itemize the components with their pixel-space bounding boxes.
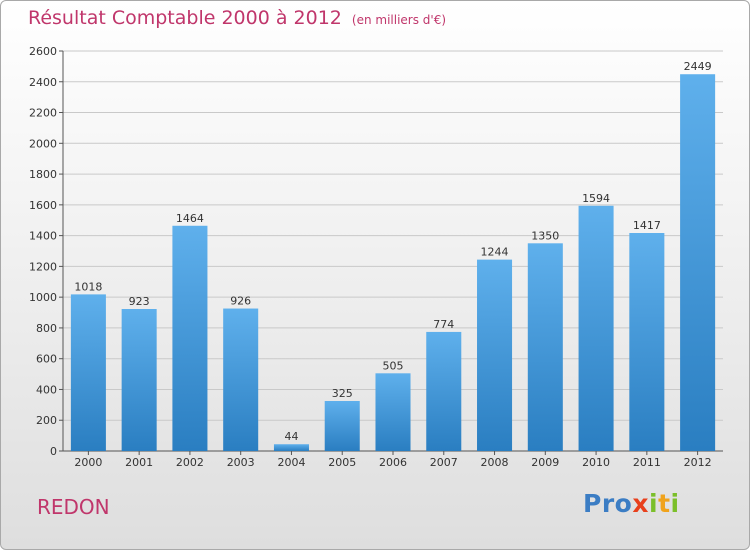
logo-letter: i: [649, 489, 659, 518]
logo-letter: r: [601, 489, 615, 518]
y-tick-label: 1400: [29, 230, 57, 243]
x-tick-label: 2010: [582, 456, 610, 469]
bar: [121, 309, 157, 451]
y-tick-label: 600: [36, 353, 57, 366]
y-tick-label: 1600: [29, 199, 57, 212]
data-label: 926: [230, 295, 251, 308]
logo-letter: i: [670, 489, 680, 518]
city-name: REDON: [37, 495, 110, 519]
bar: [527, 243, 563, 451]
data-label: 44: [284, 430, 298, 443]
bar: [324, 401, 360, 451]
data-label: 2449: [684, 60, 712, 73]
x-tick-label: 2007: [430, 456, 458, 469]
bar: [426, 331, 462, 451]
y-tick-label: 1200: [29, 260, 57, 273]
x-tick-label: 2011: [633, 456, 661, 469]
y-tick-label: 400: [36, 383, 57, 396]
chart-title-unit: (en milliers d'€): [351, 13, 447, 27]
x-tick-label: 2006: [379, 456, 407, 469]
y-tick-label: 2400: [29, 76, 57, 89]
chart-title: Résultat Comptable 2000 à 2012 (en millie…: [28, 7, 446, 29]
y-tick-label: 0: [50, 445, 57, 458]
data-label: 505: [383, 359, 404, 372]
x-tick-label: 2002: [176, 456, 204, 469]
x-tick-label: 2005: [328, 456, 356, 469]
bar: [375, 373, 411, 451]
data-label: 1350: [531, 229, 559, 242]
y-tick-label: 2000: [29, 137, 57, 150]
x-tick-label: 2004: [277, 456, 305, 469]
y-tick-label: 1000: [29, 291, 57, 304]
bar: [629, 233, 665, 451]
y-tick-label: 200: [36, 414, 57, 427]
x-tick-label: 2009: [531, 456, 559, 469]
data-label: 325: [332, 387, 353, 400]
x-tick-label: 2003: [227, 456, 255, 469]
logo-letter: t: [658, 489, 671, 518]
data-label: 1594: [582, 192, 610, 205]
bar: [578, 205, 614, 451]
data-label: 1244: [481, 246, 509, 259]
bar: [477, 259, 513, 451]
bar: [70, 294, 106, 451]
logo-letter: P: [583, 489, 602, 518]
logo-letter: o: [614, 489, 633, 518]
data-label: 1018: [74, 280, 102, 293]
y-tick-label: 2200: [29, 107, 57, 120]
x-tick-label: 2001: [125, 456, 153, 469]
proxiti-logo: Proxiti: [583, 489, 680, 518]
x-tick-label: 2000: [74, 456, 102, 469]
y-tick-label: 2600: [29, 45, 57, 58]
y-tick-label: 800: [36, 322, 57, 335]
chart-title-main: Résultat Comptable 2000 à 2012: [28, 7, 342, 29]
y-tick-label: 1800: [29, 168, 57, 181]
data-label: 923: [129, 295, 150, 308]
bar: [172, 225, 208, 451]
logo-letter: x: [632, 489, 649, 518]
x-tick-label: 2008: [481, 456, 509, 469]
bar: [223, 308, 259, 451]
bar: [273, 444, 309, 451]
bar: [680, 74, 716, 451]
data-label: 1464: [176, 212, 204, 225]
data-label: 774: [433, 318, 454, 331]
x-tick-label: 2012: [684, 456, 712, 469]
data-label: 1417: [633, 219, 661, 232]
